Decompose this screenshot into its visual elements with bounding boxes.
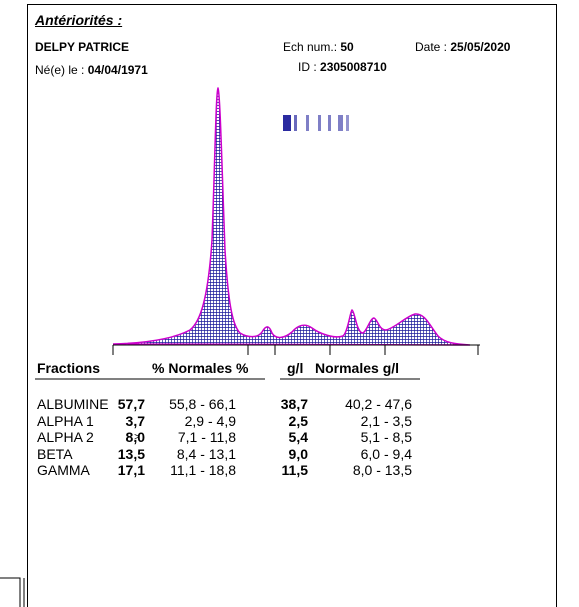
gl-range: 2,1 - 3,5 (360, 412, 412, 429)
label: Date : (415, 40, 448, 54)
table-row: ALPHA 1 3,7 2,9 - 4,9 2,5 2,1 - 3,5 (0, 413, 579, 429)
value: 50 (340, 40, 354, 54)
pct-range: 2,9 - 4,9 (184, 412, 236, 429)
label: Né(e) le : (35, 63, 85, 77)
value: 04/04/1971 (87, 63, 148, 77)
date: Date : 25/05/2020 (415, 40, 510, 54)
row-name: ALBUMINE (37, 396, 109, 412)
id: ID : 2305008710 (298, 60, 387, 74)
row-name: ALPHA 2 (37, 429, 94, 445)
axis (112, 344, 480, 355)
gl: 5,4 (288, 429, 308, 445)
gl-range: 8,0 - 13,5 (352, 462, 412, 478)
pct-range: 55,8 - 66,1 (169, 396, 236, 412)
gl: 9,0 (288, 445, 308, 462)
gl-range: 6,0 - 9,4 (360, 445, 412, 462)
table-row: GAMMA 17,1 11,1 - 18,8 11,5 8,0 - 13,5 (0, 462, 579, 478)
pct: 17,1 (117, 462, 145, 478)
section-title: Antériorités : (35, 12, 123, 28)
pct: 13,5 (117, 445, 145, 462)
frame (27, 4, 557, 607)
row-name: GAMMA (37, 462, 90, 478)
table-row: ALBUMINE 57,7 55,8 - 66,1 38,7 40,2 - 47,6 (0, 396, 579, 412)
pct-range: 8,4 - 13,1 (176, 445, 236, 462)
pct-range: 11,1 - 18,8 (170, 462, 236, 478)
col-header: Normales g/l (315, 360, 400, 376)
label: Ech num.: (283, 40, 338, 54)
col-header: % Normales % (152, 360, 249, 376)
gl: 38,7 (280, 396, 308, 412)
table-row: BETA 13,5 8,4 - 13,1 9,0 6,0 - 9,4 (0, 446, 579, 462)
barcode (283, 115, 349, 131)
value: 25/05/2020 (450, 40, 511, 54)
col-header: Fractions (37, 360, 101, 376)
gl: 11,5 (281, 462, 308, 478)
pct: 8,0 (125, 429, 145, 445)
table-row: ALPHA 2 >8,0 7,1 - 11,8 5,4 5,1 - 8,5 (0, 429, 579, 445)
row-name: ALPHA 1 (37, 412, 94, 429)
col-header: g/l (287, 360, 304, 376)
crop-mark (0, 577, 25, 607)
pct: 3,7 (125, 412, 145, 429)
birth: Né(e) le : 04/04/1971 (35, 63, 148, 77)
sample: Ech num.: 50 (283, 40, 354, 54)
gl-range: 40,2 - 47,6 (345, 396, 412, 412)
value: 2305008710 (320, 60, 387, 74)
label: ID : (298, 60, 317, 74)
gl: 2,5 (288, 412, 308, 429)
row-name: BETA (37, 445, 73, 462)
pct: 57,7 (117, 396, 145, 412)
pct-range: 7,1 - 11,8 (177, 429, 236, 445)
flag: > (134, 432, 140, 443)
electrophoresis-curve (112, 86, 471, 346)
gl-range: 5,1 - 8,5 (360, 429, 412, 445)
patient-name: DELPY PATRICE (35, 40, 130, 54)
